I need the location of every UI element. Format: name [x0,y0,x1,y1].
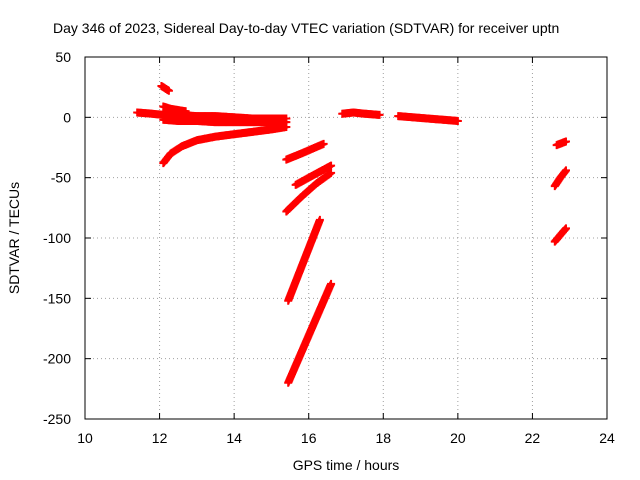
x-tick-label: 14 [226,430,242,446]
data-series [282,139,328,164]
x-tick-label: 20 [450,430,466,446]
data-point [164,86,173,95]
data-series [338,108,384,119]
data-point [327,279,336,288]
x-tick-label: 16 [301,430,317,446]
data-point [315,215,324,224]
x-tick-label: 24 [599,430,615,446]
data-point [319,139,328,148]
data-series [282,168,336,216]
data-point [561,137,570,146]
x-tick-label: 22 [525,430,541,446]
plot-frame [84,56,608,420]
chart-title: Day 346 of 2023, Sidereal Day-to-day VTE… [53,20,559,36]
data-series [159,115,291,127]
data-point [282,122,291,131]
data-point [375,110,384,119]
y-tick-label: -100 [43,230,71,246]
data-points [133,81,570,387]
data-series [159,122,291,168]
data-point [327,161,336,170]
x-axis-title: GPS time / hours [293,457,400,473]
y-tick-label: 0 [63,109,71,125]
data-series [550,224,570,246]
data-series [284,215,324,305]
y-tick-label: -200 [43,351,71,367]
data-point [453,116,462,125]
data-series [157,81,173,95]
y-tick-labels: -250 -200 -150 -100 -50 0 50 [43,49,71,427]
data-series [291,161,336,189]
y-tick-label: -250 [43,411,71,427]
x-tick-labels: 10 12 14 16 18 20 22 24 [77,430,615,446]
data-point [561,166,570,175]
data-series [284,279,336,387]
data-point [327,168,336,177]
data-series [394,112,462,125]
y-tick-label: -50 [51,170,71,186]
x-tick-label: 18 [375,430,391,446]
x-tick-label: 12 [152,430,168,446]
y-tick-label: 50 [55,49,71,65]
x-tick-label: 10 [77,430,93,446]
y-tick-label: -150 [43,290,71,306]
data-point [561,224,570,233]
data-series [550,166,570,191]
data-series [552,137,570,150]
y-axis-title: SDTVAR / TECUs [6,182,22,294]
